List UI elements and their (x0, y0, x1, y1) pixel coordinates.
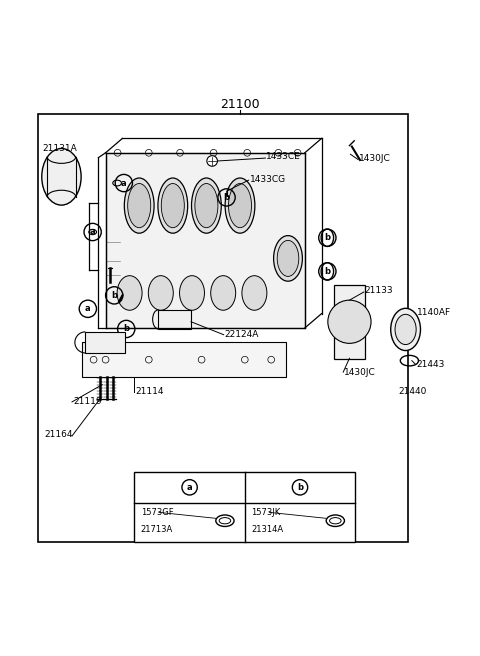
Ellipse shape (195, 184, 218, 228)
Text: a: a (187, 483, 192, 492)
Ellipse shape (117, 276, 142, 310)
Ellipse shape (124, 178, 154, 233)
Text: 21133: 21133 (365, 287, 394, 295)
Text: 1140AF: 1140AF (417, 308, 451, 317)
Bar (158, 310, 191, 329)
Bar (82, 342, 286, 377)
Ellipse shape (225, 178, 255, 233)
Text: 1433CE: 1433CE (266, 152, 301, 161)
Text: a: a (85, 304, 91, 314)
Ellipse shape (391, 308, 420, 350)
Text: 21314A: 21314A (251, 525, 283, 533)
Text: b: b (123, 325, 129, 333)
Bar (106, 153, 305, 328)
Text: 21443: 21443 (417, 360, 445, 369)
Text: 22124A: 22124A (225, 329, 259, 338)
Ellipse shape (395, 314, 416, 344)
Ellipse shape (277, 240, 299, 276)
Text: 1573JK: 1573JK (251, 508, 280, 517)
Text: 1430JC: 1430JC (359, 154, 391, 163)
Circle shape (207, 155, 217, 166)
Bar (334, 285, 365, 359)
Text: b: b (324, 267, 330, 276)
Circle shape (328, 300, 371, 343)
Ellipse shape (274, 236, 302, 281)
Ellipse shape (42, 148, 81, 205)
Ellipse shape (180, 276, 204, 310)
Ellipse shape (158, 178, 188, 233)
Bar (134, 472, 355, 542)
Text: 21100: 21100 (220, 98, 260, 112)
Text: b: b (111, 291, 117, 300)
Text: b: b (224, 193, 229, 202)
Ellipse shape (148, 276, 173, 310)
Bar (85, 332, 125, 353)
Text: b: b (324, 234, 330, 242)
Text: a: a (121, 178, 127, 188)
Ellipse shape (242, 276, 267, 310)
Ellipse shape (228, 184, 252, 228)
Bar (38, 114, 408, 542)
Text: 1433CG: 1433CG (250, 174, 286, 184)
Text: 21164: 21164 (45, 430, 73, 440)
Text: 1573GF: 1573GF (141, 508, 173, 517)
Text: 1430JC: 1430JC (344, 368, 376, 377)
Text: 21713A: 21713A (141, 525, 173, 533)
Ellipse shape (192, 178, 221, 233)
Text: 21119: 21119 (73, 397, 102, 406)
Text: a: a (90, 228, 96, 237)
Text: 21114: 21114 (135, 387, 164, 396)
Text: 21440: 21440 (398, 387, 427, 396)
Ellipse shape (161, 184, 184, 228)
Ellipse shape (211, 276, 236, 310)
Ellipse shape (128, 184, 151, 228)
Text: 21131A: 21131A (42, 144, 77, 154)
Text: b: b (297, 483, 303, 492)
